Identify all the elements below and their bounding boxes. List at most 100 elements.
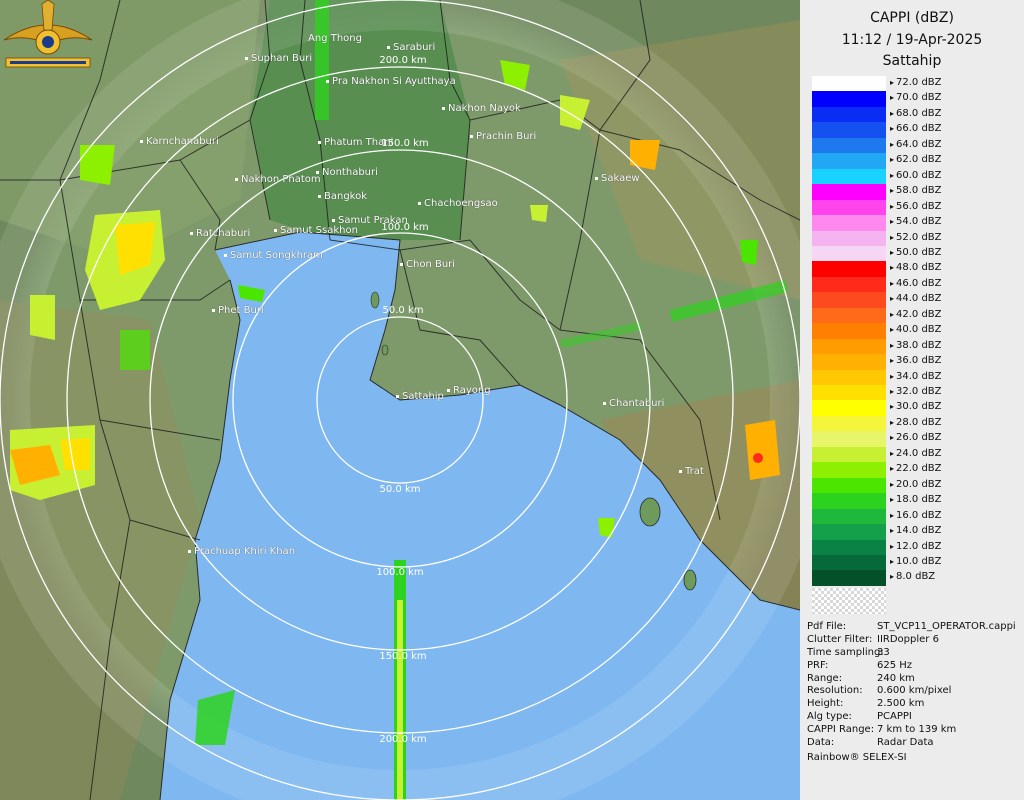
legend-label: 56.0 dBZ <box>890 201 942 212</box>
city-ayutthaya: Pra Nakhon Si Ayutthaya <box>326 76 456 87</box>
product-title: CAPPI (dBZ) <box>870 10 954 26</box>
info-row: Pdf File: ST_VCP11_OPERATOR.cappi <box>807 621 1016 634</box>
range-ring-150km <box>149 149 651 651</box>
interference-spoke-north <box>315 0 329 120</box>
info-row: Height: 2.500 km <box>807 698 1016 711</box>
city-rayong: Rayong <box>447 385 491 396</box>
legend-transparent-swatch <box>812 588 886 614</box>
legend-panel: CAPPI (dBZ) 11:12 / 19-Apr-2025 Sattahip… <box>800 0 1024 800</box>
ring-label-100km-north: 100.0 km <box>381 222 429 233</box>
legend-label: 64.0 dBZ <box>890 139 942 150</box>
legend-swatch <box>812 168 886 185</box>
software-credit: Rainbow® SELEX-SI <box>807 751 907 763</box>
legend-label: 62.0 dBZ <box>890 154 942 165</box>
radar-site: Sattahip <box>882 53 942 69</box>
legend-swatch <box>812 539 886 555</box>
info-key: Resolution: <box>807 685 863 697</box>
info-row: Range: 240 km <box>807 673 1016 686</box>
legend-swatch <box>812 385 886 401</box>
radar-echoes <box>10 0 788 800</box>
range-ring-50km <box>316 316 484 484</box>
legend-label: 68.0 dBZ <box>890 108 942 119</box>
city-prachuap-khiri-khan: Prachuap Khiri Khan <box>188 546 295 557</box>
info-value: 240 km <box>877 672 915 684</box>
legend-swatch <box>812 323 886 339</box>
legend-swatch <box>812 153 886 169</box>
legend-label: 8.0 dBZ <box>890 571 935 582</box>
legend-swatch <box>812 245 886 262</box>
legend-label: 28.0 dBZ <box>890 417 942 428</box>
info-key: Time sampling: <box>807 646 884 658</box>
city-samut-songkhram: Samut Songkhram <box>224 250 323 261</box>
info-value: ST_VCP11_OPERATOR.cappi <box>877 621 1016 632</box>
info-key: CAPPI Range: <box>807 724 875 736</box>
range-ring-100km <box>232 232 568 568</box>
legend-label: 36.0 dBZ <box>890 355 942 366</box>
info-key: PRF: <box>807 659 829 671</box>
legend-label: 72.0 dBZ <box>890 77 942 88</box>
city-nakhon-phatom: Nakhon Phatom <box>235 174 321 185</box>
city-saraburi: Saraburi <box>387 42 435 53</box>
legend-label: 22.0 dBZ <box>890 463 942 474</box>
legend-label: 34.0 dBZ <box>890 371 942 382</box>
legend-label: 50.0 dBZ <box>890 247 942 258</box>
legend-swatch <box>812 215 886 231</box>
legend-swatch <box>812 493 886 509</box>
legend-swatch <box>812 76 886 92</box>
city-nakhon-nayok: Nakhon Nayok <box>442 103 521 114</box>
range-rings <box>0 0 800 800</box>
info-key: Clutter Filter: <box>807 633 873 645</box>
legend-label: 54.0 dBZ <box>890 216 942 227</box>
info-key: Height: <box>807 698 844 710</box>
scan-info: Pdf File: ST_VCP11_OPERATOR.cappi Clutter … <box>807 621 1016 763</box>
legend-label: 14.0 dBZ <box>890 525 942 536</box>
info-row: Data: Radar Data <box>807 737 1016 750</box>
info-value: 2.500 km <box>877 698 925 710</box>
info-row: PRF: 625 Hz <box>807 660 1016 673</box>
city-karnchanaburi: Karnchanaburi <box>140 136 219 147</box>
legend-label: 44.0 dBZ <box>890 293 942 304</box>
legend-swatch <box>812 446 886 463</box>
legend-swatch <box>812 230 886 246</box>
legend-label: 66.0 dBZ <box>890 123 942 134</box>
legend-swatch <box>812 508 886 525</box>
map-canvas <box>0 0 800 800</box>
legend-label: 18.0 dBZ <box>890 494 942 505</box>
legend-swatch <box>812 462 886 478</box>
legend-label: 20.0 dBZ <box>890 479 942 490</box>
legend-label: 12.0 dBZ <box>890 541 942 552</box>
scan-datetime: 11:12 / 19-Apr-2025 <box>841 32 983 48</box>
legend-label: 16.0 dBZ <box>890 510 942 521</box>
radar-map: Ang Thong Saraburi Suphan Buri Pra Nakho… <box>0 0 800 800</box>
legend-swatch <box>812 91 886 107</box>
legend-label: 60.0 dBZ <box>890 170 942 181</box>
legend-label: 10.0 dBZ <box>890 556 942 567</box>
city-suphan-buri: Suphan Buri <box>245 53 312 64</box>
info-value: PCAPPI <box>877 711 912 723</box>
legend-swatch <box>812 400 886 416</box>
ring-label-150km-north: 150.0 km <box>381 138 429 149</box>
ring-label-200km-south: 200.0 km <box>379 734 427 745</box>
city-samut-prakan: Samut Prakan <box>332 215 408 226</box>
navy-emblem-logo <box>3 0 93 68</box>
legend-swatch <box>812 261 886 277</box>
info-row: CAPPI Range: 7 km to 139 km <box>807 724 1016 737</box>
city-prachin-buri: Prachin Buri <box>470 131 536 142</box>
city-chachoengsao: Chachoengsao <box>418 198 498 209</box>
info-row: Alg type: PCAPPI <box>807 711 1016 724</box>
info-row: Resolution: 0.600 km/pixel <box>807 685 1016 698</box>
legend-label: 24.0 dBZ <box>890 448 942 459</box>
city-phatum-thani: Phatum Thani <box>318 137 393 148</box>
legend-swatch <box>812 415 886 432</box>
legend-swatch <box>812 137 886 154</box>
legend-label: 58.0 dBZ <box>890 185 942 196</box>
city-trat: Trat <box>679 466 704 477</box>
ring-label-200km-north: 200.0 km <box>379 55 427 66</box>
ring-label-150km-south: 150.0 km <box>379 651 427 662</box>
legend-label: 26.0 dBZ <box>890 432 942 443</box>
legend-swatch <box>812 354 886 370</box>
info-value: IIRDoppler 6 <box>877 633 939 645</box>
legend-label: 46.0 dBZ <box>890 278 942 289</box>
info-value: 33 <box>877 646 890 658</box>
legend-swatch <box>812 554 886 571</box>
